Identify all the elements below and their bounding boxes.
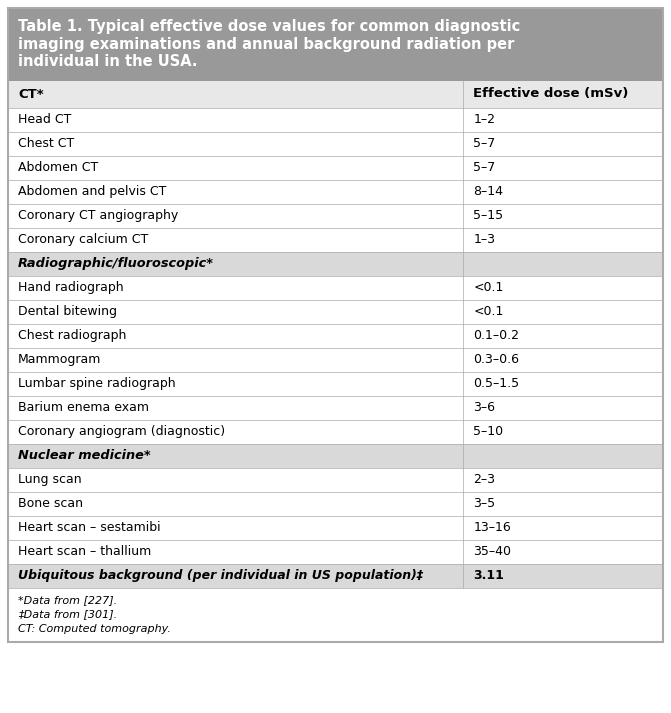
Bar <box>8 299 663 324</box>
Bar <box>8 588 663 642</box>
Text: imaging examinations and annual background radiation per: imaging examinations and annual backgrou… <box>18 37 515 52</box>
Text: 13–16: 13–16 <box>473 521 511 534</box>
Text: CT: Computed tomography.: CT: Computed tomography. <box>18 623 171 633</box>
Bar <box>8 131 663 155</box>
Text: 5–15: 5–15 <box>473 209 503 222</box>
Bar <box>8 252 663 275</box>
Text: Abdomen and pelvis CT: Abdomen and pelvis CT <box>18 185 166 198</box>
Text: Coronary angiogram (diagnostic): Coronary angiogram (diagnostic) <box>18 425 225 438</box>
Text: ‡Data from [301].: ‡Data from [301]. <box>18 610 117 620</box>
Text: 0.1–0.2: 0.1–0.2 <box>473 329 519 342</box>
Bar <box>8 8 663 642</box>
Text: 8–14: 8–14 <box>473 185 503 198</box>
Text: Bone scan: Bone scan <box>18 497 83 510</box>
Text: Effective dose (mSv): Effective dose (mSv) <box>473 88 629 101</box>
Text: Lung scan: Lung scan <box>18 473 82 486</box>
Text: Ubiquitous background (per individual in US population)‡: Ubiquitous background (per individual in… <box>18 569 423 582</box>
Text: Nuclear medicine*: Nuclear medicine* <box>18 449 150 462</box>
Text: Mammogram: Mammogram <box>18 353 101 366</box>
Text: <0.1: <0.1 <box>473 281 504 294</box>
Text: 35–40: 35–40 <box>473 545 511 558</box>
Text: 3–5: 3–5 <box>473 497 495 510</box>
Text: 3–6: 3–6 <box>473 401 495 414</box>
Text: 5–7: 5–7 <box>473 161 495 174</box>
Bar <box>8 396 663 419</box>
Text: individual in the USA.: individual in the USA. <box>18 54 197 69</box>
Text: Chest CT: Chest CT <box>18 137 74 150</box>
Bar <box>8 371 663 396</box>
Text: Lumbar spine radiograph: Lumbar spine radiograph <box>18 377 176 390</box>
Bar <box>8 563 663 588</box>
Text: <0.1: <0.1 <box>473 305 504 318</box>
Bar <box>8 81 663 108</box>
Text: 5–7: 5–7 <box>473 137 495 150</box>
Text: Coronary CT angiography: Coronary CT angiography <box>18 209 178 222</box>
Text: Barium enema exam: Barium enema exam <box>18 401 149 414</box>
Text: Abdomen CT: Abdomen CT <box>18 161 98 174</box>
Text: 1–3: 1–3 <box>473 233 495 246</box>
Text: *Data from [227].: *Data from [227]. <box>18 595 117 605</box>
Bar <box>8 108 663 131</box>
Text: CT*: CT* <box>18 88 44 101</box>
Text: Heart scan – thallium: Heart scan – thallium <box>18 545 151 558</box>
Text: 3.11: 3.11 <box>473 569 504 582</box>
Bar <box>8 324 663 347</box>
Text: 0.5–1.5: 0.5–1.5 <box>473 377 519 390</box>
Text: 5–10: 5–10 <box>473 425 503 438</box>
Bar <box>8 180 663 203</box>
Bar <box>8 347 663 371</box>
Text: Head CT: Head CT <box>18 113 71 126</box>
Bar <box>8 227 663 252</box>
Text: Heart scan – sestamibi: Heart scan – sestamibi <box>18 521 160 534</box>
Text: 2–3: 2–3 <box>473 473 495 486</box>
Bar <box>8 515 663 540</box>
Text: Radiographic/fluoroscopic*: Radiographic/fluoroscopic* <box>18 257 214 270</box>
Bar <box>8 419 663 443</box>
Bar <box>8 8 663 81</box>
Bar <box>8 540 663 563</box>
Text: Dental bitewing: Dental bitewing <box>18 305 117 318</box>
Bar <box>8 468 663 491</box>
Text: Hand radiograph: Hand radiograph <box>18 281 123 294</box>
Bar <box>8 491 663 515</box>
Bar <box>8 155 663 180</box>
Text: Chest radiograph: Chest radiograph <box>18 329 126 342</box>
Bar <box>8 275 663 299</box>
Bar <box>8 443 663 468</box>
Text: Table 1. Typical effective dose values for common diagnostic: Table 1. Typical effective dose values f… <box>18 19 520 34</box>
Text: Coronary calcium CT: Coronary calcium CT <box>18 233 148 246</box>
Text: 0.3–0.6: 0.3–0.6 <box>473 353 519 366</box>
Text: 1–2: 1–2 <box>473 113 495 126</box>
Bar <box>8 203 663 227</box>
